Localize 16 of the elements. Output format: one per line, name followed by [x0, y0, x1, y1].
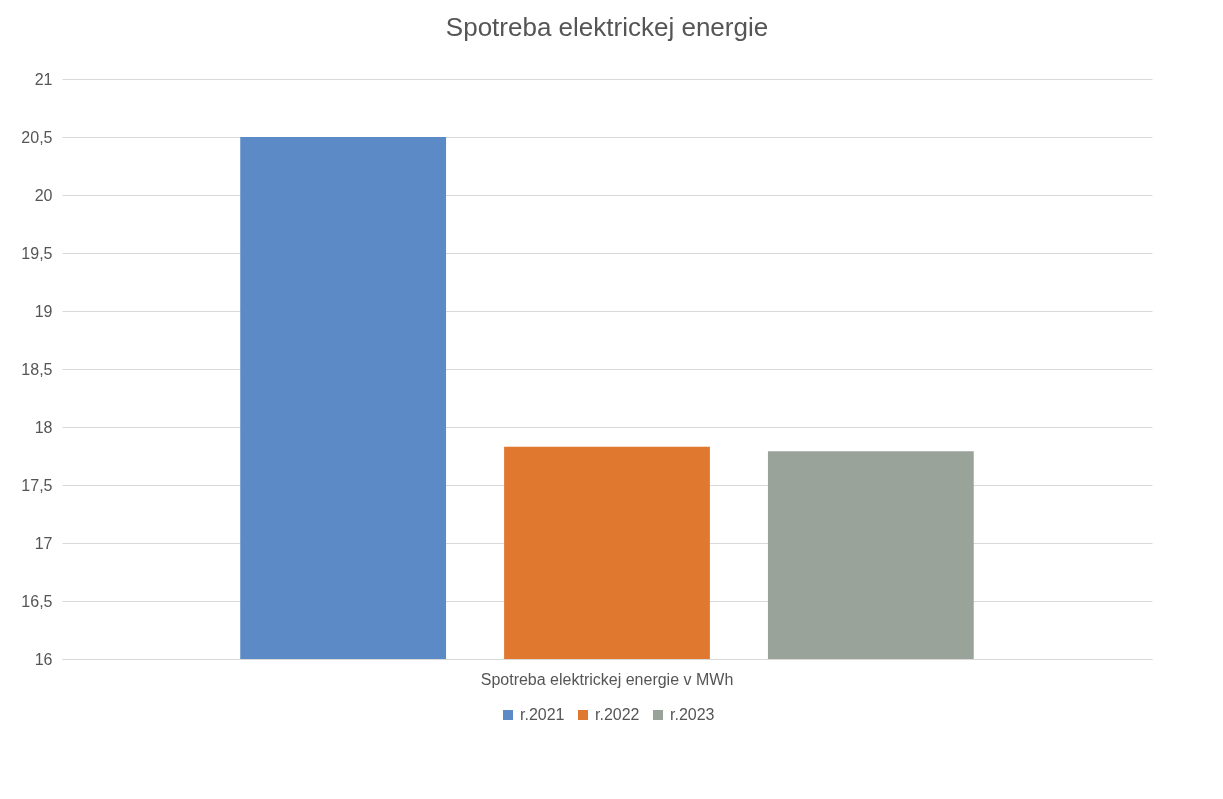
y-tick-label: 19,5 — [21, 244, 53, 262]
y-tick-label: 17 — [34, 534, 53, 552]
y-tick-label: 19 — [34, 302, 53, 320]
y-tick-label: 20,5 — [21, 128, 53, 146]
y-tick-label: 18 — [34, 418, 53, 436]
y-tick-label: 21 — [34, 70, 53, 88]
chart-title: Spotreba elektrickej energie — [445, 12, 769, 42]
y-tick-label: 20 — [34, 186, 53, 204]
y-tick-label: 18,5 — [21, 360, 53, 378]
legend-label: r.2023 — [670, 706, 715, 723]
y-tick-label: 17,5 — [21, 476, 53, 494]
y-tick-label: 16 — [34, 650, 53, 668]
legend-label: r.2022 — [595, 706, 640, 723]
y-tick-label: 16,5 — [21, 592, 53, 610]
legend-label: r.2021 — [520, 706, 565, 723]
x-tick-label: Spotreba elektrickej energie v MWh — [480, 670, 734, 688]
